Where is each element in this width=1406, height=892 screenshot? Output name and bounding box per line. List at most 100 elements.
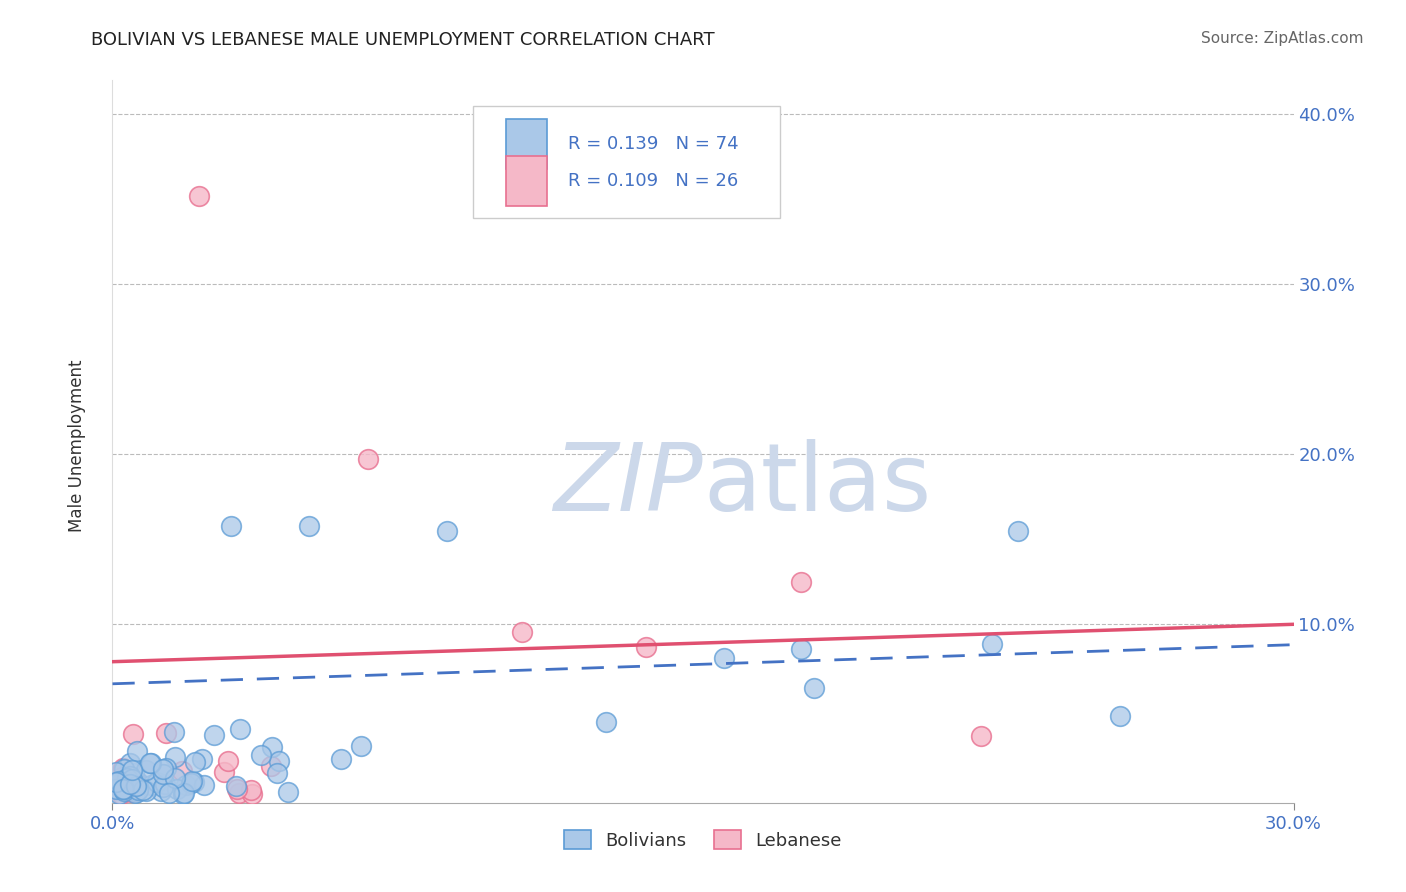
Point xyxy=(634,640,657,655)
Point xyxy=(125,775,148,789)
Point xyxy=(122,773,145,788)
Point xyxy=(166,781,188,796)
Point xyxy=(181,774,204,789)
FancyBboxPatch shape xyxy=(506,119,547,169)
Point xyxy=(127,778,149,792)
Point xyxy=(121,772,143,786)
Point xyxy=(510,625,533,640)
Text: atlas: atlas xyxy=(703,439,931,531)
Point xyxy=(121,763,143,777)
Point xyxy=(135,763,157,777)
Point xyxy=(240,787,263,801)
Point xyxy=(217,754,239,768)
Point xyxy=(124,779,146,793)
Point xyxy=(789,642,811,657)
Point xyxy=(152,762,174,776)
Point xyxy=(112,782,135,797)
Point xyxy=(330,752,353,766)
Point xyxy=(713,650,735,665)
Point xyxy=(141,756,163,770)
Point xyxy=(122,727,145,741)
Point xyxy=(202,728,225,742)
Point xyxy=(269,754,291,768)
Point xyxy=(105,775,128,789)
Point xyxy=(225,779,247,793)
Point xyxy=(228,723,250,737)
Point xyxy=(124,786,146,800)
Point xyxy=(188,189,211,203)
Point xyxy=(162,725,184,739)
Point xyxy=(112,762,135,776)
Point xyxy=(105,778,128,792)
Point xyxy=(121,775,143,789)
Point xyxy=(970,730,993,744)
Point xyxy=(146,774,169,789)
Point xyxy=(125,785,148,799)
Point xyxy=(150,784,173,798)
Legend: Bolivians, Lebanese: Bolivians, Lebanese xyxy=(555,822,851,859)
Point xyxy=(172,787,194,801)
Point xyxy=(350,739,373,754)
Point xyxy=(180,775,202,789)
Point xyxy=(131,783,153,797)
Point xyxy=(117,771,139,785)
Point xyxy=(260,759,283,773)
Point xyxy=(1109,708,1132,723)
Point xyxy=(105,777,128,791)
Point xyxy=(173,786,195,800)
FancyBboxPatch shape xyxy=(472,105,780,218)
Point xyxy=(225,781,247,796)
Point xyxy=(124,784,146,798)
Point xyxy=(980,636,1002,650)
Point xyxy=(193,778,215,792)
Point xyxy=(135,784,157,798)
Point xyxy=(172,764,194,778)
Point xyxy=(266,765,288,780)
Point xyxy=(152,780,174,794)
Point xyxy=(184,755,207,769)
Point xyxy=(153,777,176,791)
Point xyxy=(127,783,149,797)
Text: Source: ZipAtlas.com: Source: ZipAtlas.com xyxy=(1201,31,1364,46)
Point xyxy=(112,780,135,795)
Point xyxy=(105,764,128,779)
Point xyxy=(595,714,617,729)
Point xyxy=(139,778,162,792)
Text: R = 0.139   N = 74: R = 0.139 N = 74 xyxy=(568,135,740,153)
Point xyxy=(155,761,177,775)
Point xyxy=(112,761,135,775)
Point xyxy=(357,452,380,467)
Point xyxy=(127,774,149,789)
Point xyxy=(436,524,458,538)
Point xyxy=(1007,524,1029,538)
Point xyxy=(110,787,132,801)
Point xyxy=(139,756,162,770)
Point xyxy=(228,786,250,800)
Text: Male Unemployment: Male Unemployment xyxy=(69,359,86,533)
Point xyxy=(120,785,142,799)
Text: R = 0.109   N = 26: R = 0.109 N = 26 xyxy=(568,172,738,190)
Point xyxy=(107,773,129,788)
Point xyxy=(118,756,141,770)
Point xyxy=(212,765,235,780)
Text: ZIP: ZIP xyxy=(554,440,703,531)
Point xyxy=(240,782,263,797)
Point xyxy=(250,747,273,762)
Point xyxy=(163,750,186,764)
Point xyxy=(112,784,135,798)
Point xyxy=(105,781,128,796)
Point xyxy=(105,781,128,796)
Point xyxy=(108,787,131,801)
Point xyxy=(790,574,813,589)
Point xyxy=(183,775,205,789)
Point xyxy=(262,740,284,755)
Text: BOLIVIAN VS LEBANESE MALE UNEMPLOYMENT CORRELATION CHART: BOLIVIAN VS LEBANESE MALE UNEMPLOYMENT C… xyxy=(91,31,716,49)
Point xyxy=(111,770,134,784)
Point xyxy=(152,767,174,781)
Point xyxy=(803,681,825,695)
Point xyxy=(125,781,148,796)
Point xyxy=(118,777,141,791)
Point xyxy=(155,726,177,740)
Point xyxy=(111,781,134,796)
Point xyxy=(127,744,149,758)
